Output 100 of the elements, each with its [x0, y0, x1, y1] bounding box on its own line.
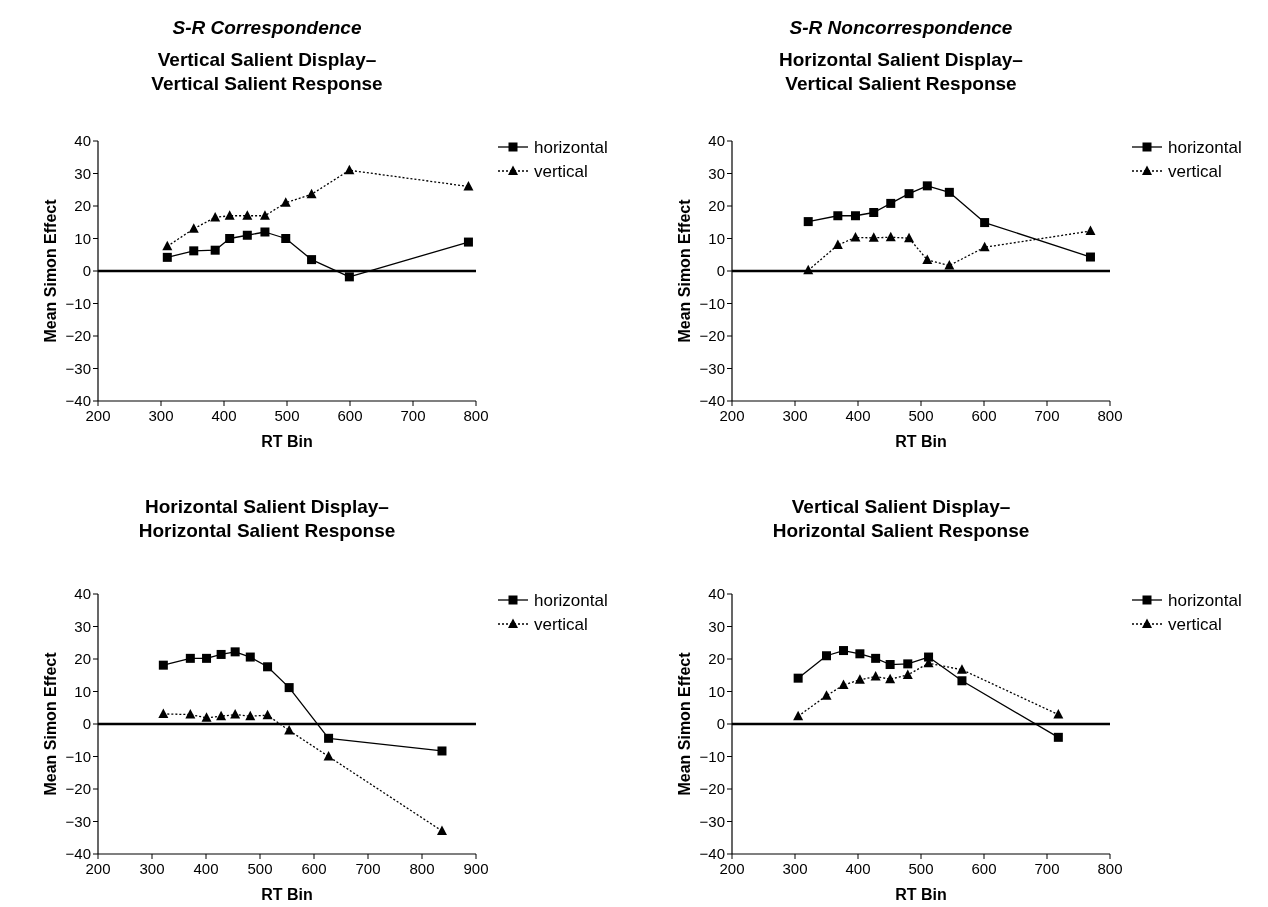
point [162, 240, 173, 251]
point [344, 164, 355, 175]
y-tick-label: −20 [699, 780, 725, 798]
point [262, 709, 273, 720]
point [202, 653, 212, 663]
y-axis-title: Mean Simon Effect [42, 651, 59, 796]
x-tick-label: 300 [148, 407, 174, 424]
point [870, 671, 881, 681]
x-tick-label: 300 [782, 407, 808, 424]
x-tick-label: 700 [355, 860, 381, 877]
point [902, 669, 913, 679]
point [885, 660, 895, 670]
point [957, 676, 967, 686]
x-tick-label: 700 [1034, 860, 1060, 877]
y-tick-label: 10 [708, 229, 725, 247]
point [323, 751, 334, 761]
y-tick-label: −30 [699, 359, 725, 377]
x-axis-title: RT Bin [261, 886, 313, 903]
point [833, 211, 843, 221]
y-tick-label: 10 [708, 682, 725, 700]
y-tick-label: −40 [699, 845, 725, 863]
point [188, 223, 199, 233]
x-tick-label: 500 [274, 407, 300, 424]
point [162, 252, 172, 262]
point [922, 254, 933, 264]
x-axis-title: RT Bin [895, 433, 947, 450]
point [189, 246, 199, 256]
x-tick-label: 800 [1097, 407, 1123, 424]
x-tick-label: 200 [719, 407, 745, 424]
point [210, 245, 220, 255]
x-tick-label: 400 [845, 860, 871, 877]
point [245, 652, 255, 662]
y-tick-label: 0 [716, 262, 725, 280]
point [216, 649, 226, 659]
point [793, 673, 803, 683]
y-tick-label: −20 [699, 327, 725, 345]
point [839, 646, 849, 656]
y-tick-label: −30 [65, 812, 91, 830]
x-tick-label: 600 [971, 407, 997, 424]
x-tick-label: 600 [337, 407, 363, 424]
x-tick-label: 700 [1034, 407, 1060, 424]
point [922, 181, 932, 191]
legend-label: horizontal [1168, 137, 1242, 157]
x-tick-label: 500 [908, 860, 934, 877]
point [284, 725, 295, 735]
y-tick-label: −10 [699, 747, 725, 765]
y-tick-label: 40 [74, 585, 91, 603]
point [185, 709, 196, 719]
point [158, 660, 168, 670]
point [216, 710, 227, 721]
point [885, 231, 896, 242]
point [306, 188, 317, 199]
y-tick-label: −10 [65, 294, 91, 312]
y-tick-label: −40 [65, 845, 91, 863]
point [803, 264, 814, 275]
x-tick-label: 300 [782, 860, 808, 877]
y-tick-label: 40 [708, 585, 725, 603]
point [1085, 225, 1096, 236]
point [263, 662, 273, 672]
x-tick-label: 200 [85, 407, 111, 424]
x-tick-label: 600 [971, 860, 997, 877]
point [436, 825, 447, 835]
chart-subtitle: S-R Correspondence [172, 17, 362, 38]
x-tick-label: 800 [1097, 860, 1123, 877]
point [284, 683, 294, 693]
x-tick-label: 200 [719, 860, 745, 877]
point [855, 649, 865, 659]
x-tick-label: 200 [85, 860, 111, 877]
chart-title: Horizontal Salient Display– Horizontal Salient Response [138, 496, 396, 541]
point [1053, 732, 1063, 742]
point [979, 241, 990, 252]
point [463, 237, 473, 247]
legend-label: vertical [1168, 161, 1222, 181]
y-tick-label: 20 [708, 197, 725, 215]
legend-label: horizontal [1168, 590, 1242, 610]
point [980, 218, 990, 228]
point [944, 259, 955, 270]
point [868, 232, 879, 242]
y-tick-label: 20 [74, 650, 91, 668]
point [793, 710, 804, 721]
legend-label: vertical [534, 161, 588, 181]
x-tick-label: 400 [193, 860, 219, 877]
y-tick-label: −40 [65, 392, 91, 410]
point [832, 239, 843, 249]
point [903, 659, 913, 669]
point [838, 679, 849, 689]
point [850, 232, 861, 242]
point [260, 227, 270, 237]
point [871, 653, 881, 663]
y-tick-label: −10 [65, 747, 91, 765]
chart-title: Vertical Salient Display– Vertical Salient Response [151, 49, 383, 94]
x-tick-label: 400 [211, 407, 237, 424]
point [854, 674, 865, 684]
x-tick-label: 600 [301, 860, 327, 877]
point [201, 712, 212, 722]
y-tick-label: 40 [74, 132, 91, 150]
y-tick-label: −40 [699, 392, 725, 410]
y-tick-label: 40 [708, 132, 725, 150]
y-tick-label: −30 [65, 359, 91, 377]
point [437, 746, 447, 756]
